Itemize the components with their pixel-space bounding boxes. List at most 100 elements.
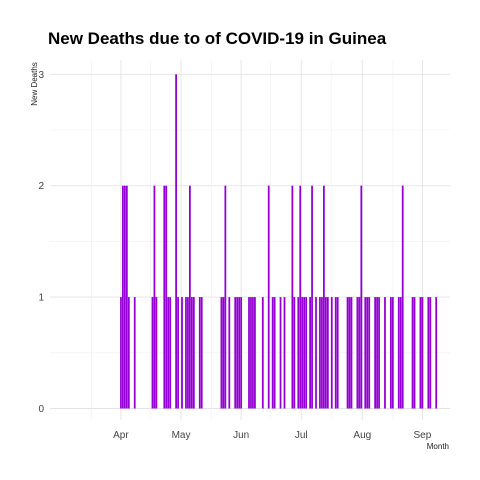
bars [120,74,438,409]
bar [350,297,353,409]
bar [185,297,187,409]
bar [356,297,359,409]
bar [222,297,225,409]
bar [192,297,195,409]
bar [336,297,339,409]
y-axis-label: New Deaths [30,62,39,106]
bar [348,297,351,409]
bar [360,185,363,409]
bar [376,297,378,409]
bar [324,297,327,409]
bar [189,185,191,409]
bar [151,297,154,409]
y-tick-labels: 0 1 2 3 [38,70,44,415]
bar [200,297,203,409]
bar [346,297,349,409]
bar [120,297,122,409]
bar [429,297,432,409]
bar [384,297,386,409]
x-axis-label: Month [427,442,449,451]
bar [175,74,177,409]
bar [305,297,308,409]
bar [391,297,394,409]
bar [390,297,392,409]
bar [224,185,227,409]
bar [334,297,337,409]
bar [364,297,367,409]
bar [309,297,311,409]
bar [163,185,166,409]
y-tick-label: 2 [38,181,44,192]
bar [240,297,243,409]
bar [228,297,231,409]
bar [366,297,369,409]
bar [167,297,170,409]
bar [368,297,371,409]
bar [323,185,325,409]
bar [273,297,276,409]
bar [319,297,321,409]
bar [299,185,302,409]
bar [261,297,264,409]
bar [291,185,294,409]
bar [252,297,254,409]
bar [238,297,241,409]
bar [181,297,183,409]
bar [311,185,313,409]
bar [301,297,304,409]
bar [122,185,124,409]
bar [421,297,424,409]
x-tick-label: May [172,430,191,441]
bar [315,297,317,409]
bar [321,297,323,409]
bar [155,297,158,409]
bar [153,185,156,409]
bar [303,297,306,409]
x-tick-label: Jun [233,430,249,441]
bar [397,297,400,409]
bar [326,297,329,409]
bar [198,297,201,409]
bar [123,185,126,409]
bar [267,185,270,409]
chart-title: New Deaths due to of COVID-19 in Guinea [48,29,387,48]
bar [411,297,414,409]
bar [271,297,274,409]
bar [190,297,193,409]
bar [401,185,404,409]
y-tick-label: 0 [38,404,44,415]
y-tick-label: 3 [38,70,44,81]
bar [250,297,252,409]
bar [279,297,282,409]
bar [399,297,402,409]
bar [177,297,179,409]
x-tick-label: Apr [113,430,129,441]
x-tick-label: Aug [353,430,371,441]
bar [297,297,300,409]
x-tick-label: Sep [414,430,432,441]
y-tick-label: 1 [38,293,44,304]
bar [133,297,136,409]
bar [374,297,377,409]
x-tick-label: Jul [295,430,308,441]
bar [220,297,223,409]
bar [378,297,380,409]
bar [435,297,438,409]
bar [413,297,416,409]
bar [330,297,333,409]
x-tick-labels: Apr May Jun Jul Aug Sep [113,430,432,441]
bar [283,297,286,409]
bar [254,297,256,409]
bar [169,297,172,409]
bar [419,297,422,409]
bar [427,297,430,409]
bar [127,297,130,409]
bar [234,297,237,409]
bar [187,297,189,409]
bar [293,297,296,409]
bar [236,297,239,409]
bar [248,297,250,409]
bar [358,297,361,409]
bar [125,185,128,409]
bar [165,185,168,409]
